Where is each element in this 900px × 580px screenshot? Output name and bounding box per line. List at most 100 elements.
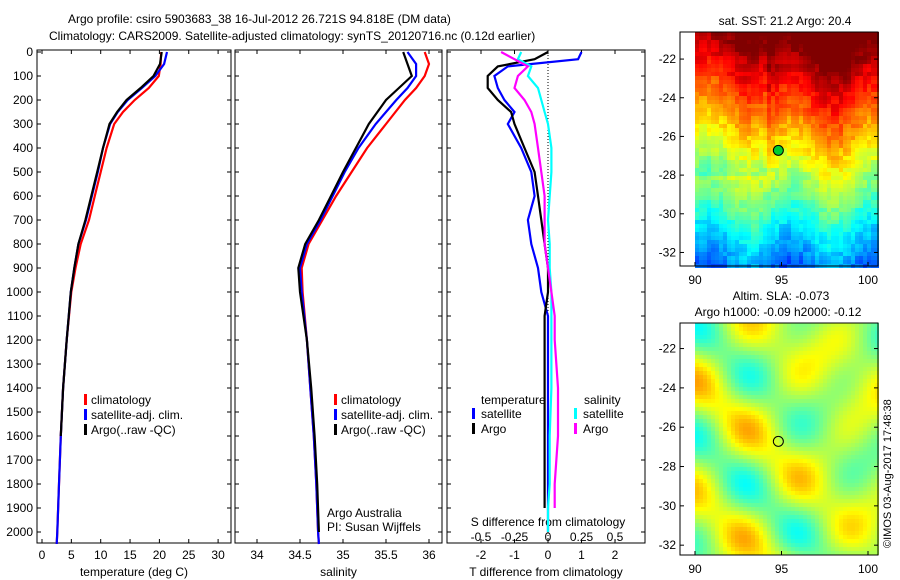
- map-cell: [827, 391, 831, 395]
- map-cell: [799, 447, 803, 451]
- map-cell: [807, 523, 811, 527]
- map-cell: [835, 204, 839, 208]
- map-cell: [711, 511, 715, 515]
- map-cell: [695, 40, 699, 44]
- map-cell: [863, 64, 867, 68]
- map-cell: [739, 439, 743, 443]
- map-cell: [863, 248, 867, 252]
- map-cell: [719, 220, 723, 224]
- map-cell: [739, 108, 743, 112]
- map-cell: [787, 88, 791, 92]
- map-cell: [735, 256, 739, 260]
- map-cell: [795, 523, 799, 527]
- map-cell: [695, 188, 699, 192]
- map-cell: [763, 88, 767, 92]
- map-cell: [819, 387, 823, 391]
- map-cell: [819, 76, 823, 80]
- map-cell: [779, 443, 783, 447]
- map-cell: [759, 76, 763, 80]
- map-cell: [707, 92, 711, 96]
- map-cell: [695, 112, 699, 116]
- map-cell: [759, 471, 763, 475]
- map-cell: [871, 196, 875, 200]
- map-cell: [767, 519, 771, 523]
- map-cell: [771, 48, 775, 52]
- map-cell: [711, 40, 715, 44]
- map-cell: [799, 184, 803, 188]
- map-cell: [707, 116, 711, 120]
- map-cell: [811, 519, 815, 523]
- map-cell: [699, 543, 703, 547]
- map-cell: [719, 240, 723, 244]
- map-cell: [863, 68, 867, 72]
- map-cell: [795, 128, 799, 132]
- map-cell: [795, 92, 799, 96]
- map-cell: [803, 327, 807, 331]
- map-cell: [791, 124, 795, 128]
- map-cell: [799, 252, 803, 256]
- map-cell: [863, 56, 867, 60]
- map-cell: [735, 407, 739, 411]
- map-cell: [759, 172, 763, 176]
- map-cell: [727, 156, 731, 160]
- map-cell: [871, 132, 875, 136]
- map-cell: [807, 443, 811, 447]
- map-cell: [751, 491, 755, 495]
- map-cell: [771, 403, 775, 407]
- map-cell: [767, 459, 771, 463]
- map-cell: [811, 152, 815, 156]
- map-cell: [831, 431, 835, 435]
- map-cell: [755, 379, 759, 383]
- map-cell: [707, 232, 711, 236]
- map-cell: [827, 363, 831, 367]
- map-cell: [823, 216, 827, 220]
- title-line-2: Climatology: CARS2009. Satellite-adjuste…: [49, 29, 536, 43]
- map-cell: [743, 192, 747, 196]
- map-cell: [827, 347, 831, 351]
- map-cell: [819, 68, 823, 72]
- map-cell: [815, 56, 819, 60]
- map-cell: [827, 447, 831, 451]
- map-cell: [735, 367, 739, 371]
- map-cell: [703, 156, 707, 160]
- map-cell: [723, 455, 727, 459]
- map-cell: [735, 224, 739, 228]
- map-cell: [723, 144, 727, 148]
- map-cell: [783, 36, 787, 40]
- map-cell: [767, 535, 771, 539]
- map-cell: [791, 459, 795, 463]
- map-cell: [839, 48, 843, 52]
- map-cell: [831, 387, 835, 391]
- map-cell: [803, 487, 807, 491]
- map-cell: [735, 140, 739, 144]
- map-cell: [763, 363, 767, 367]
- map-cell: [799, 84, 803, 88]
- map-cell: [795, 140, 799, 144]
- map-cell: [771, 40, 775, 44]
- s-tick-label: 0.5: [607, 530, 624, 544]
- map-cell: [775, 403, 779, 407]
- map-cell: [743, 423, 747, 427]
- map-cell: [703, 523, 707, 527]
- map-cell: [711, 363, 715, 367]
- map-cell: [767, 212, 771, 216]
- map-cell: [791, 531, 795, 535]
- map-cell: [811, 172, 815, 176]
- map-cell: [827, 359, 831, 363]
- map-cell: [695, 200, 699, 204]
- map-cell: [791, 499, 795, 503]
- map-cell: [839, 224, 843, 228]
- map-cell: [787, 240, 791, 244]
- map-cell: [823, 196, 827, 200]
- map-cell: [755, 72, 759, 76]
- map-cell: [751, 68, 755, 72]
- map-cell: [771, 327, 775, 331]
- map-cell: [751, 323, 755, 327]
- map-cell: [815, 527, 819, 531]
- map-cell: [711, 387, 715, 391]
- map-cell: [703, 144, 707, 148]
- map-cell: [695, 419, 699, 423]
- map-cell: [855, 60, 859, 64]
- map-cell: [743, 439, 747, 443]
- map-cell: [743, 475, 747, 479]
